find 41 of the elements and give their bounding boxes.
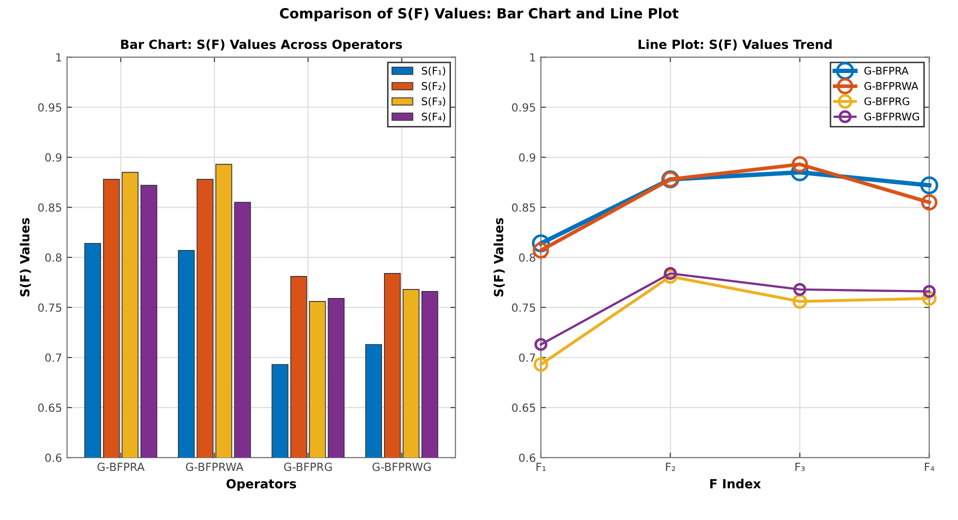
y-tick-label: 1 (530, 53, 535, 62)
x-tick-label: G-BFPRWA (186, 462, 244, 472)
y-tick-label: 1 (56, 53, 62, 62)
x-tick-label: F₄ (924, 462, 934, 471)
y-tick-label: 0.7 (45, 353, 62, 362)
y-tick-label: 0.85 (38, 203, 62, 212)
y-tick-label: 0.6 (519, 454, 536, 462)
y-tick-label: 0.65 (512, 404, 536, 412)
y-axis-title: S(F) Values (494, 218, 505, 296)
legend-label: G-BFPRWG (864, 112, 920, 121)
legend-label: S(F₄) (422, 112, 446, 122)
y-tick-label: 0.85 (512, 203, 536, 212)
legend-label: S(F₂) (422, 82, 446, 92)
y-tick-label: 0.75 (512, 303, 536, 312)
x-tick-label: G-BFPRG (284, 462, 332, 472)
legend-label: S(F₁) (422, 66, 446, 76)
legend-label: G-BFPRG (864, 97, 910, 106)
y-tick-label: 0.8 (519, 253, 536, 262)
x-tick-label: G-BFPRA (97, 462, 145, 472)
x-tick-label: F₂ (666, 462, 676, 471)
y-tick-label: 0.95 (38, 103, 62, 112)
y-axis-title: S(F) Values (20, 218, 31, 296)
y-tick-label: 0.95 (512, 103, 536, 112)
y-tick-label: 0.7 (519, 353, 536, 362)
chart-title: Bar Chart: S(F) Values Across Operators (121, 39, 402, 52)
text: Comparison of S(F) Values: Bar Chart and Line Plot (280, 8, 678, 22)
y-tick-label: 0.8 (45, 253, 62, 262)
x-tick-label: F₁ (536, 462, 546, 471)
x-axis-title: F Index (710, 478, 761, 488)
y-tick-label: 0.75 (38, 303, 62, 312)
x-tick-label: F₃ (795, 462, 805, 472)
chart-title: Line Plot: S(F) Values Trend (638, 39, 832, 51)
y-tick-label: 0.9 (519, 153, 536, 162)
legend-label: S(F₃) (422, 97, 446, 106)
y-tick-label: 0.6 (45, 454, 62, 462)
y-tick-label: 0.9 (45, 153, 62, 162)
legend-label: G-BFPRA (864, 66, 909, 75)
y-tick-label: 0.65 (38, 404, 62, 412)
x-tick-label: G-BFPRWG (372, 462, 431, 472)
legend-label: G-BFPRWA (864, 82, 918, 90)
x-axis-title: Operators (226, 478, 296, 491)
